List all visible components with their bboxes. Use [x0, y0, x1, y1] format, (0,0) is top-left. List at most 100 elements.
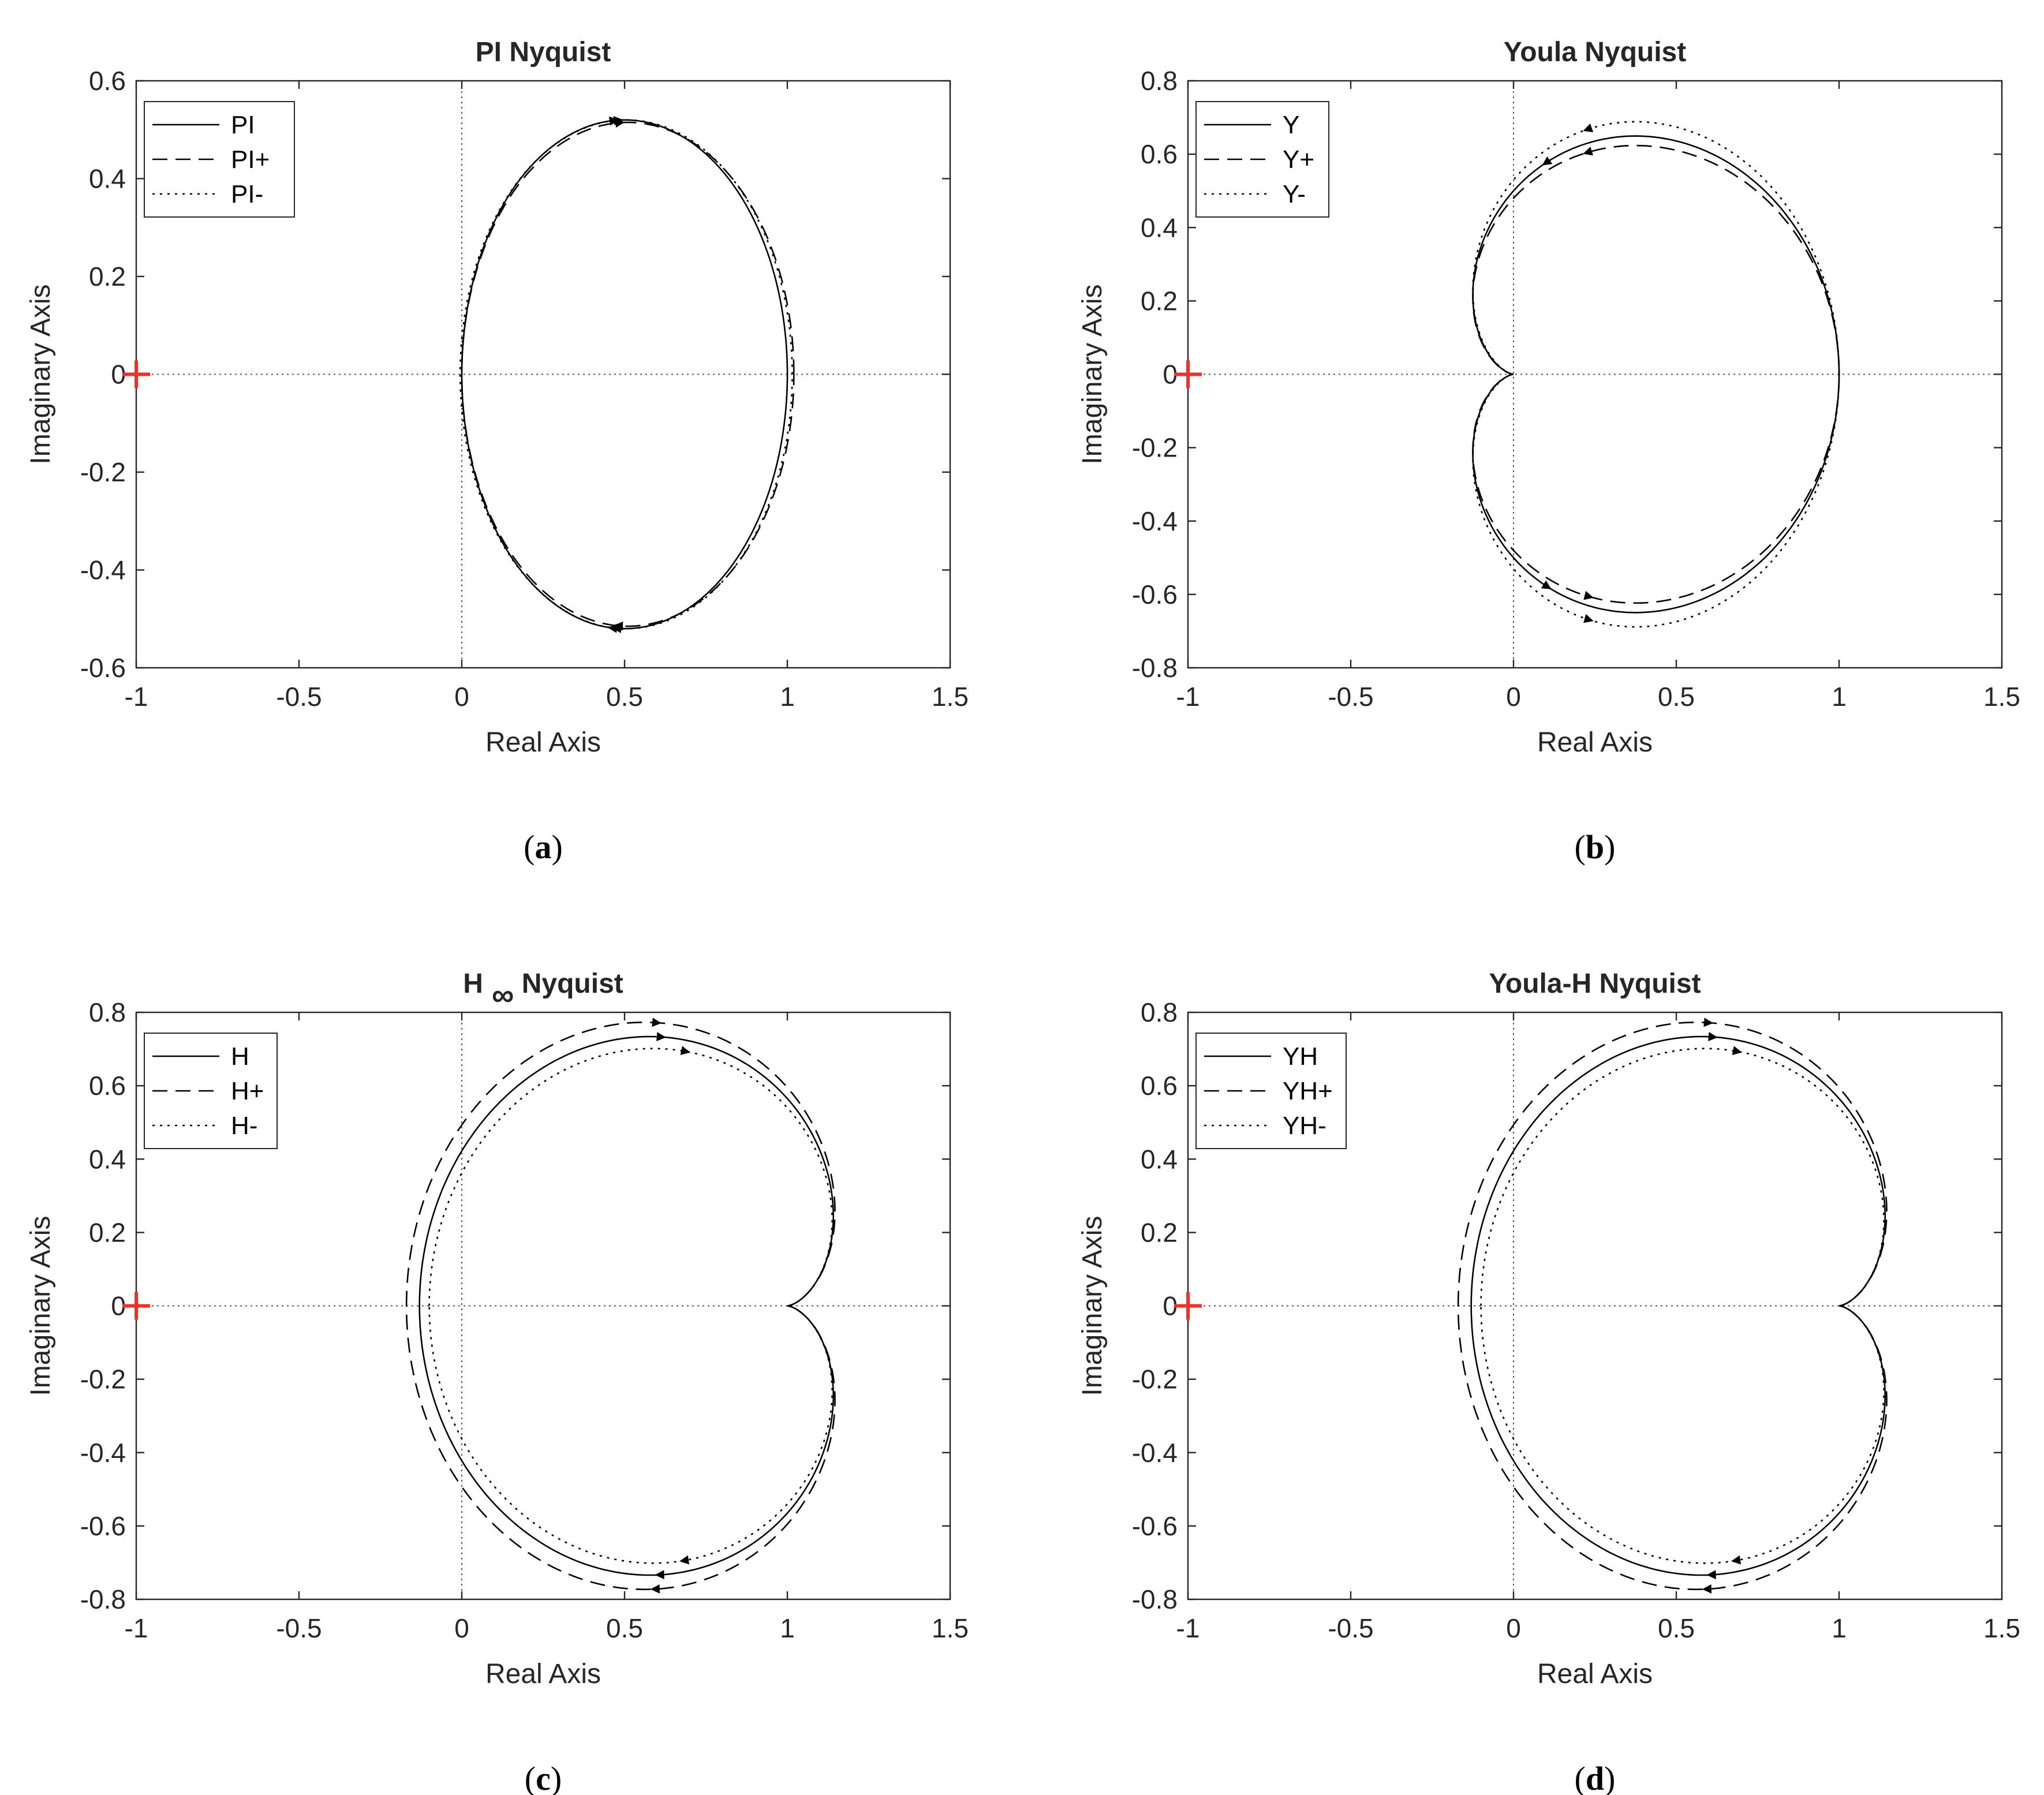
x-tick-label: 0 — [1506, 682, 1521, 712]
legend-label: YH- — [1283, 1112, 1326, 1140]
chart-title: Youla Nyquist — [1504, 37, 1686, 68]
y-tick-label: -0.6 — [80, 1511, 126, 1541]
y-axis-label: Imaginary Axis — [25, 284, 56, 464]
x-tick-label: 1 — [780, 1613, 795, 1643]
y-tick-label: 0.2 — [1141, 286, 1178, 316]
x-tick-label: 1.5 — [932, 1613, 969, 1643]
direction-arrow-H-upper — [656, 1032, 666, 1041]
direction-arrow-YH-upper — [1708, 1032, 1718, 1041]
y-tick-label: 0.4 — [1141, 212, 1178, 242]
x-tick-label: -1 — [125, 682, 148, 712]
y-tick-label: -0.6 — [80, 653, 126, 683]
y-tick-label: 0.4 — [89, 1144, 126, 1174]
direction-arrow-Y+-upper — [1583, 147, 1593, 156]
y-tick-label: -0.4 — [1132, 1438, 1178, 1468]
x-tick-label: -0.5 — [1328, 1613, 1373, 1643]
x-tick-label: 1.5 — [932, 682, 969, 712]
legend-label: Y- — [1283, 180, 1306, 208]
chart-panel-b: -1 -0.5 0 0.5 1 1.5-0.8-0.6-0.4-0.200.20.40.6… — [1077, 37, 2020, 866]
y-tick-label: 0.4 — [89, 164, 126, 194]
y-tick-label: -0.6 — [1132, 1511, 1178, 1541]
panel-caption: (d) — [1575, 1760, 1616, 1795]
direction-arrow-H-lower — [655, 1570, 664, 1580]
chart-title: PI Nyquist — [476, 37, 611, 68]
direction-arrow-H+-lower — [650, 1584, 660, 1594]
legend-label: H+ — [231, 1077, 264, 1105]
y-tick-label: -0.4 — [80, 555, 126, 585]
legend-label: H — [231, 1042, 249, 1071]
y-tick-label: 0.8 — [89, 997, 126, 1027]
y-tick-label: 0.4 — [1141, 1144, 1178, 1174]
title-subscript: ∞ — [483, 978, 514, 1012]
caption-part: ) — [552, 828, 563, 866]
panel-caption: (a) — [524, 828, 563, 866]
x-tick-label: 0.5 — [606, 1613, 643, 1643]
chart-panel-a: -1 -0.5 0 0.5 1 1.5-0.6-0.4-0.200.20.40.6PI N… — [25, 37, 969, 866]
y-tick-label: 0.2 — [89, 261, 126, 291]
direction-arrow-H+-upper — [652, 1018, 662, 1027]
y-axis-label: Imaginary Axis — [1077, 284, 1108, 464]
y-tick-label: -0.2 — [1132, 1364, 1178, 1394]
y-tick-label: -0.2 — [80, 1364, 126, 1394]
x-tick-label: 1 — [1832, 682, 1847, 712]
y-tick-label: 0.8 — [1141, 997, 1178, 1027]
x-tick-label: -0.5 — [1328, 682, 1373, 712]
legend-label: YH — [1283, 1042, 1318, 1071]
chart-title: Youla-H Nyquist — [1489, 968, 1701, 999]
caption-part: ( — [1575, 1760, 1586, 1795]
x-tick-label: 0 — [454, 1613, 469, 1643]
y-axis-label: Imaginary Axis — [1077, 1216, 1108, 1396]
y-tick-label: 0.6 — [1141, 1071, 1178, 1101]
legend-label: PI+ — [231, 145, 270, 174]
direction-arrow-PI--upper — [613, 116, 623, 126]
direction-arrow-H--upper — [680, 1046, 690, 1055]
caption-part: ) — [551, 1760, 562, 1795]
series-line-H+ — [405, 1021, 836, 1591]
x-tick-label: 0 — [1506, 1613, 1521, 1643]
direction-arrow-Y-lower — [1541, 580, 1552, 589]
y-tick-label: 0.2 — [89, 1217, 126, 1247]
series-line-Y+ — [1472, 144, 1840, 604]
y-tick-label: -0.4 — [1132, 506, 1178, 536]
x-axis-label: Real Axis — [485, 1659, 601, 1689]
y-tick-label: 0.6 — [89, 66, 126, 96]
panel-caption: (c) — [525, 1760, 562, 1795]
x-tick-label: 0.5 — [606, 682, 643, 712]
direction-arrow-YH--lower — [1731, 1555, 1741, 1565]
x-axis-label: Real Axis — [485, 727, 601, 758]
x-tick-label: 0.5 — [1658, 1613, 1695, 1643]
x-axis-label: Real Axis — [1537, 1659, 1653, 1689]
chart-title: H ∞ Nyquist — [463, 968, 623, 1012]
series-line-PI — [461, 119, 789, 630]
legend-label: PI- — [231, 180, 263, 208]
y-tick-label: -0.6 — [1132, 579, 1178, 609]
legend-label: PI — [231, 111, 255, 139]
x-tick-label: 1.5 — [1983, 682, 2020, 712]
series-line-YH- — [1480, 1048, 1885, 1564]
caption-part: a — [535, 828, 552, 866]
chart-panel-c: -1 -0.5 0 0.5 1 1.5-0.8-0.6-0.4-0.200.20.40.6… — [25, 968, 969, 1795]
x-tick-label: 0.5 — [1658, 682, 1695, 712]
caption-part: c — [536, 1760, 551, 1795]
x-tick-label: -1 — [1176, 1613, 1200, 1643]
direction-arrow-YH--upper — [1732, 1046, 1742, 1055]
x-tick-label: -1 — [125, 1613, 148, 1643]
x-tick-label: 1.5 — [1983, 1613, 2020, 1643]
title-suffix: Nyquist — [514, 968, 623, 999]
legend-label: YH+ — [1283, 1077, 1333, 1105]
direction-arrow-YH+-lower — [1702, 1584, 1712, 1594]
legend-label: H- — [231, 1112, 257, 1140]
direction-arrow-PI--lower — [612, 623, 622, 633]
caption-part: ) — [1604, 1760, 1615, 1795]
y-tick-label: -0.8 — [1132, 653, 1178, 683]
x-tick-label: -0.5 — [276, 1613, 322, 1643]
caption-part: ) — [1604, 828, 1615, 866]
legend-label: Y+ — [1283, 145, 1314, 174]
y-tick-label: -0.8 — [1132, 1584, 1178, 1614]
y-tick-label: -0.4 — [80, 1438, 126, 1468]
direction-arrow-YH+-upper — [1703, 1018, 1713, 1027]
y-axis-label: Imaginary Axis — [25, 1216, 56, 1396]
x-tick-label: -1 — [1176, 682, 1200, 712]
series-line-H- — [428, 1048, 833, 1564]
